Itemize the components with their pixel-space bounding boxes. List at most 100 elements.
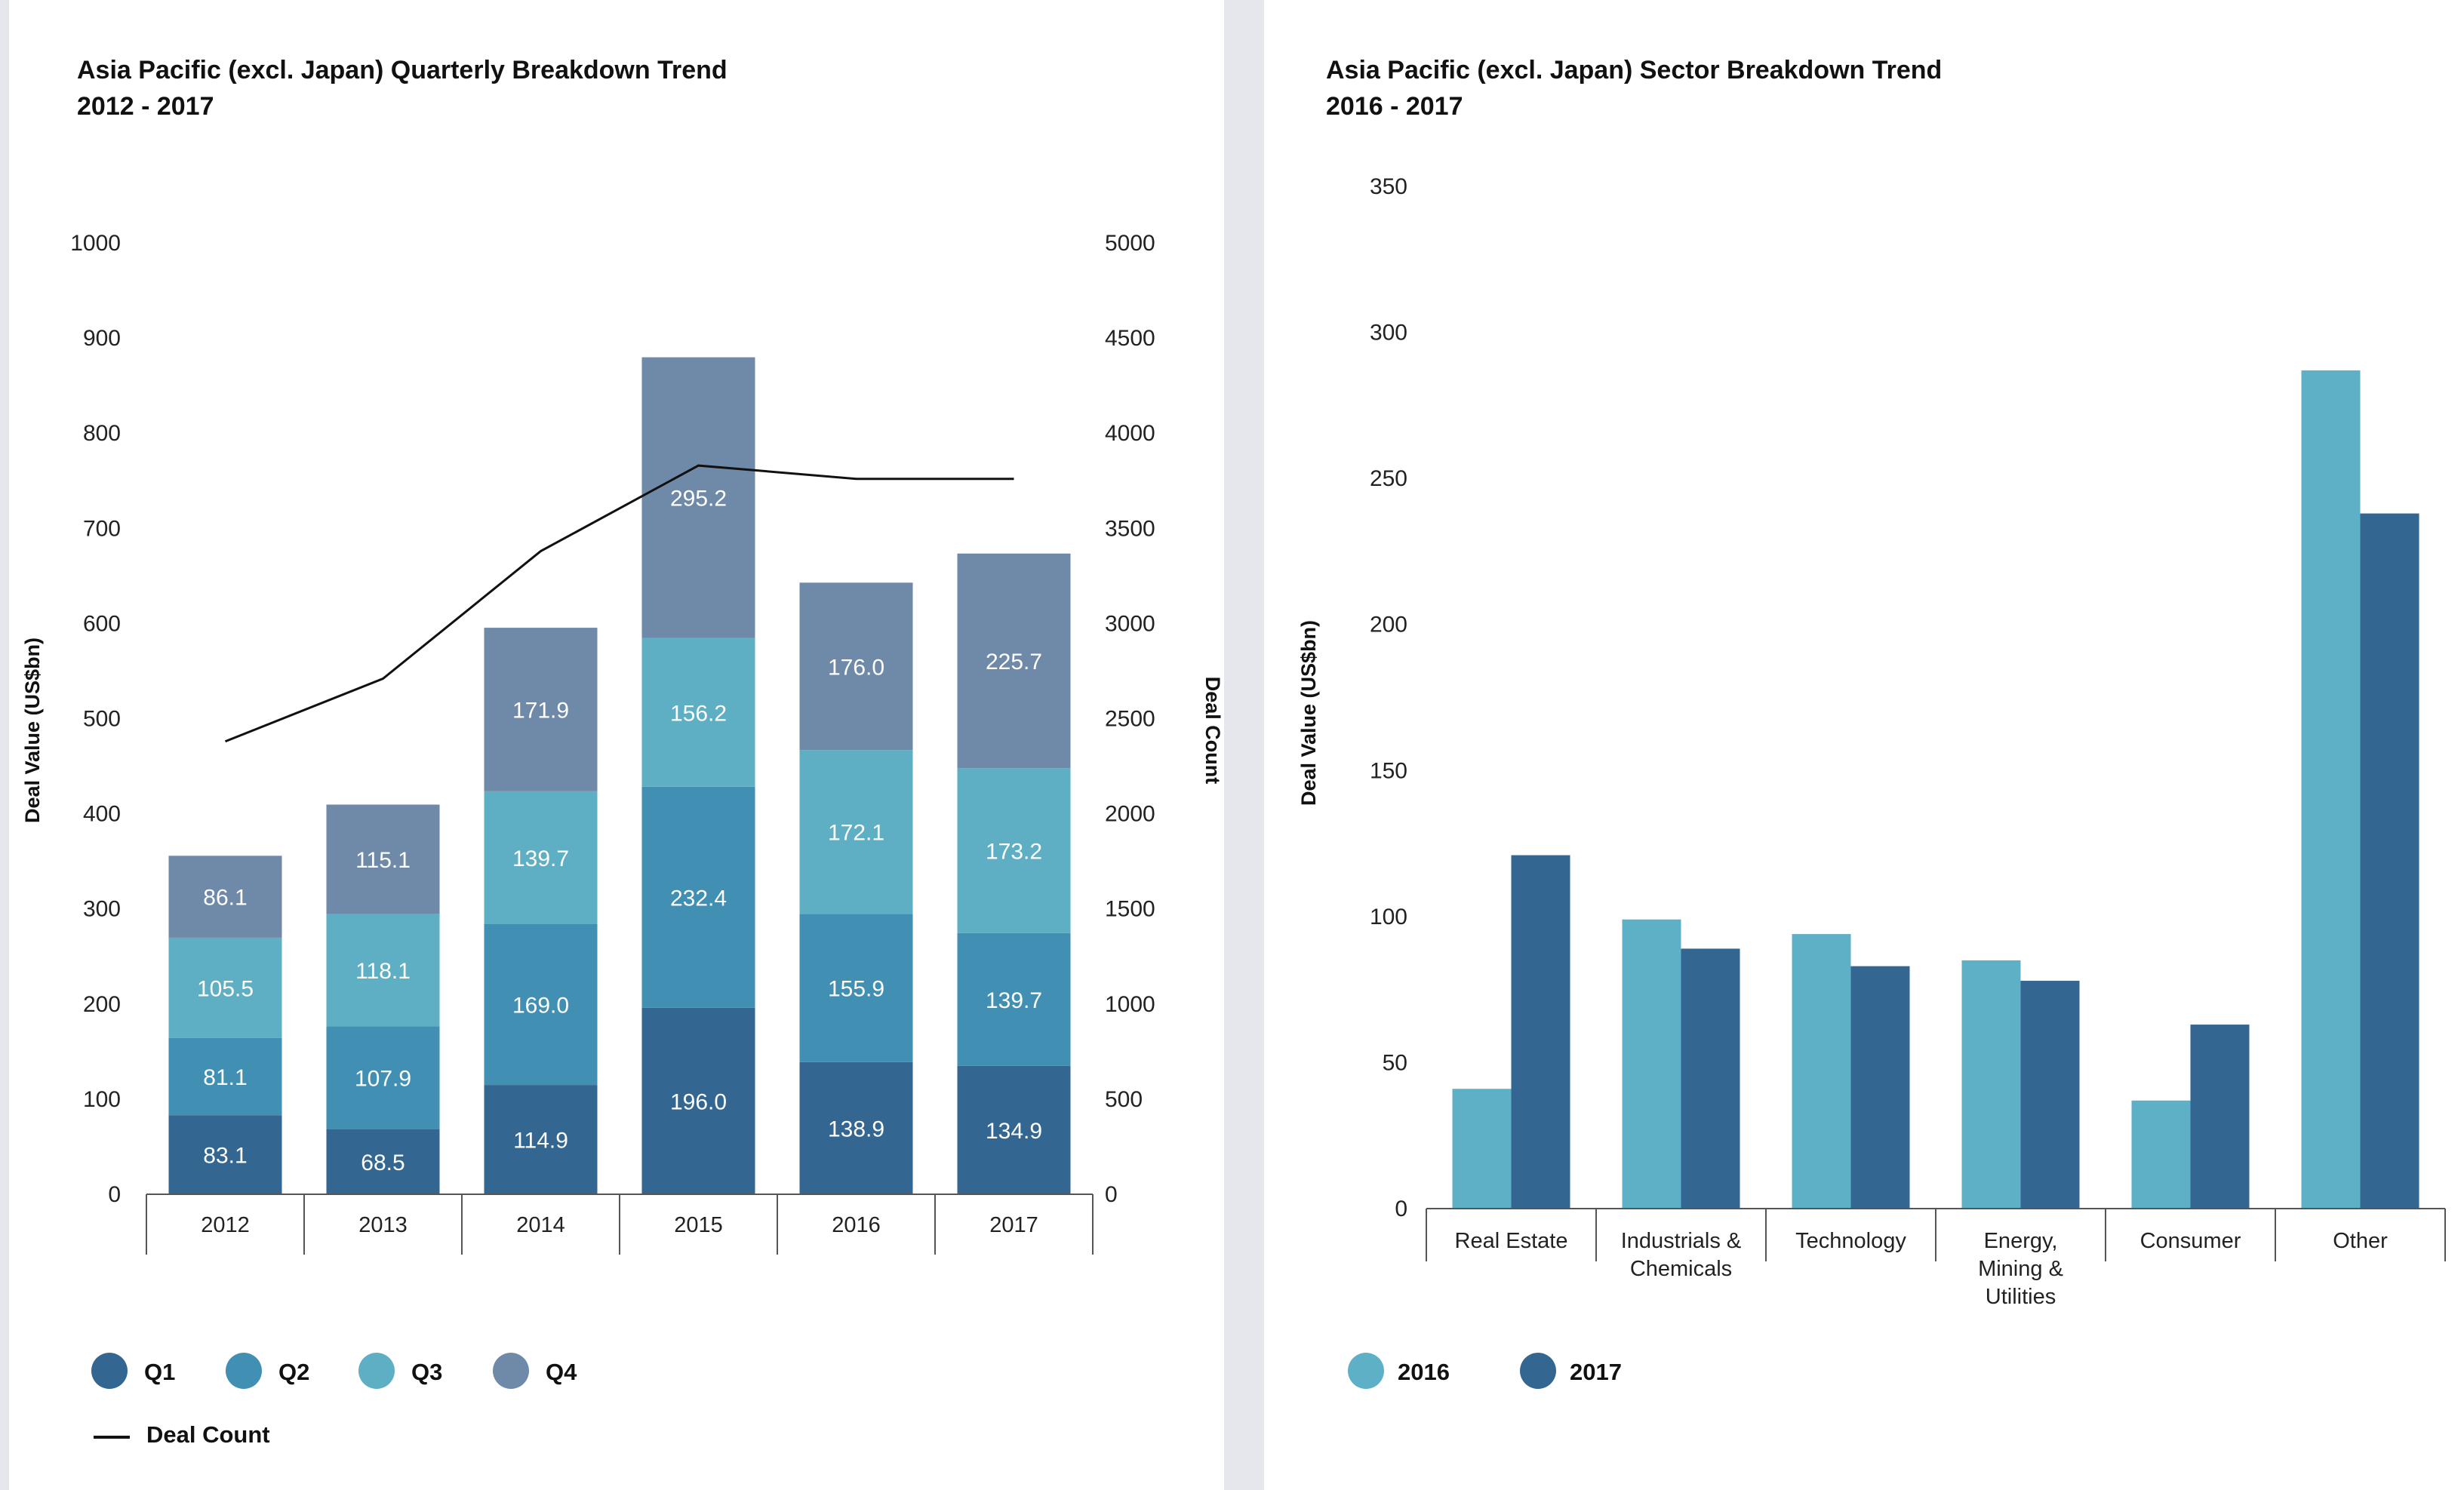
grouped-bars bbox=[1452, 370, 2419, 1209]
bar-segment-q1-2015 bbox=[641, 1007, 755, 1194]
bar-segment-q4-2014 bbox=[484, 628, 598, 791]
y-tick-label: 50 bbox=[1383, 1050, 1407, 1075]
data-label: 115.1 bbox=[355, 848, 411, 873]
deal-count-line-group bbox=[224, 464, 1014, 743]
chart-subtitle: 2012 - 2017 bbox=[77, 92, 214, 121]
y-tick-label: 400 bbox=[83, 802, 121, 827]
bar-segment-q4-2016 bbox=[799, 582, 913, 751]
bar-segment-q4-2013 bbox=[326, 804, 440, 914]
y-right-tick-label: 0 bbox=[1105, 1182, 1118, 1207]
chart-title: Asia Pacific (excl. Japan) Sector Breakd… bbox=[1326, 56, 1942, 84]
data-label: 176.0 bbox=[828, 655, 884, 680]
y-axis: 0 50 100 150 200 250 300 350 bbox=[1370, 174, 1407, 1221]
y-tick-label: 200 bbox=[1370, 613, 1407, 637]
y-tick-label: 100 bbox=[1370, 905, 1407, 929]
bar-segment-q4-2017 bbox=[957, 553, 1071, 769]
bar-segment-q1-2017 bbox=[957, 1065, 1071, 1194]
data-label: 225.7 bbox=[986, 650, 1042, 674]
bar-2017-industrials- bbox=[1681, 948, 1740, 1209]
x-axis: Real Estate Industrials & Chemicals Technol… bbox=[1426, 1208, 2446, 1309]
y-axis-right: 0 500 1000 1500 2000 2500 3000 3500 4000 4500 5000 bbox=[1105, 231, 1155, 1207]
legend-label-q4: Q4 bbox=[546, 1359, 577, 1385]
bar-segment-q3-2017 bbox=[957, 768, 1071, 933]
stacked-bars: 83.1 81.1 105.5 86.1 68.5 107.9 118.1 115.1 114.… bbox=[168, 357, 1071, 1194]
legend-swatch-2017 bbox=[1520, 1353, 1556, 1389]
bar-segment-q3-2012 bbox=[168, 937, 282, 1038]
y-tick-label: 700 bbox=[83, 516, 121, 541]
y-tick-label: 300 bbox=[83, 897, 121, 922]
bar-segment-q1-2014 bbox=[484, 1085, 598, 1194]
legend-label-2016: 2016 bbox=[1398, 1359, 1450, 1385]
y-right-tick-label: 4000 bbox=[1105, 421, 1155, 446]
y-tick-label: 150 bbox=[1370, 758, 1407, 783]
legend-label-q3: Q3 bbox=[411, 1359, 442, 1385]
x-tick-label: 2015 bbox=[674, 1213, 723, 1237]
quarterly-chart-panel: Asia Pacific (excl. Japan) Quarterly Bre… bbox=[9, 0, 1224, 1490]
data-label: 139.7 bbox=[986, 988, 1042, 1013]
bar-2016-consumer bbox=[2131, 1100, 2191, 1209]
bar-2017-energy- bbox=[2020, 981, 2080, 1209]
bar-segment-q2-2017 bbox=[957, 932, 1071, 1066]
chart-subtitle: 2016 - 2017 bbox=[1326, 92, 1463, 121]
y-right-tick-label: 500 bbox=[1105, 1087, 1143, 1112]
y-tick-label: 250 bbox=[1370, 466, 1407, 491]
x-tick-label: Real Estate bbox=[1455, 1229, 1568, 1253]
bar-segment-q1-2013 bbox=[326, 1129, 440, 1194]
bar-2016-energy- bbox=[1961, 960, 2021, 1209]
y-right-tick-label: 2500 bbox=[1105, 707, 1155, 732]
legend-swatch-q4 bbox=[493, 1353, 529, 1389]
data-label: 169.0 bbox=[512, 994, 569, 1018]
data-label: 114.9 bbox=[513, 1129, 568, 1154]
bar-2017-real-estate bbox=[1511, 855, 1570, 1209]
bar-segment-q1-2016 bbox=[799, 1061, 913, 1194]
quarterly-breakdown-chart: Asia Pacific (excl. Japan) Quarterly Bre… bbox=[21, 56, 1224, 1448]
data-label: 139.7 bbox=[512, 846, 569, 871]
data-label: 118.1 bbox=[355, 959, 411, 984]
y-right-tick-label: 3500 bbox=[1105, 516, 1155, 541]
bar-2017-other bbox=[2360, 513, 2419, 1209]
y-right-tick-label: 2000 bbox=[1105, 802, 1155, 827]
data-label: 107.9 bbox=[355, 1067, 411, 1092]
y-right-tick-label: 3000 bbox=[1105, 611, 1155, 636]
bar-2017-consumer bbox=[2190, 1025, 2250, 1209]
data-label: 172.1 bbox=[828, 821, 884, 846]
bar-2016-other bbox=[2301, 370, 2361, 1209]
x-tick-label: Other bbox=[2333, 1229, 2388, 1253]
bar-2017-technology bbox=[1850, 966, 1910, 1209]
y-right-tick-label: 1500 bbox=[1105, 897, 1155, 922]
y-tick-label: 0 bbox=[108, 1182, 121, 1207]
data-label: 171.9 bbox=[512, 698, 569, 723]
data-label: 173.2 bbox=[986, 840, 1042, 865]
bar-segment-q2-2013 bbox=[326, 1026, 440, 1129]
y-axis-right-label: Deal Count bbox=[1201, 677, 1224, 785]
data-label: 105.5 bbox=[197, 976, 254, 1001]
bar-segment-q3-2015 bbox=[641, 637, 755, 787]
y-tick-label: 300 bbox=[1370, 321, 1407, 346]
x-tick-label: Industrials & Chemicals bbox=[1621, 1229, 1742, 1281]
y-right-tick-label: 1000 bbox=[1105, 992, 1155, 1017]
legend-swatch-q1 bbox=[91, 1353, 128, 1389]
data-label: 68.5 bbox=[361, 1151, 405, 1175]
data-label: 138.9 bbox=[828, 1117, 884, 1141]
y-tick-label: 350 bbox=[1370, 174, 1407, 199]
x-tick-label: 2014 bbox=[516, 1213, 565, 1237]
x-tick-label: 2017 bbox=[989, 1213, 1038, 1237]
y-tick-label: 100 bbox=[83, 1087, 121, 1112]
legend-label-deal-count: Deal Count bbox=[146, 1421, 270, 1448]
bar-segment-q2-2016 bbox=[799, 914, 913, 1062]
data-label: 81.1 bbox=[203, 1065, 247, 1090]
y-tick-label: 900 bbox=[83, 326, 121, 351]
bar-segment-q1-2012 bbox=[168, 1115, 282, 1194]
legend: Q1 Q2 Q3 Q4 Deal Count bbox=[91, 1353, 577, 1448]
x-tick-label: Consumer bbox=[2140, 1229, 2241, 1253]
data-label: 86.1 bbox=[203, 886, 247, 911]
legend-swatch-2016 bbox=[1348, 1353, 1384, 1389]
x-tick-label: Technology bbox=[1795, 1229, 1906, 1253]
bar-segment-q2-2015 bbox=[641, 786, 755, 1008]
bar-2016-technology bbox=[1792, 934, 1851, 1209]
x-tick-label: 2016 bbox=[832, 1213, 881, 1237]
y-tick-label: 800 bbox=[83, 421, 121, 446]
x-tick-label: 2012 bbox=[201, 1213, 250, 1237]
y-tick-label: 200 bbox=[83, 992, 121, 1017]
data-label: 156.2 bbox=[670, 701, 727, 726]
